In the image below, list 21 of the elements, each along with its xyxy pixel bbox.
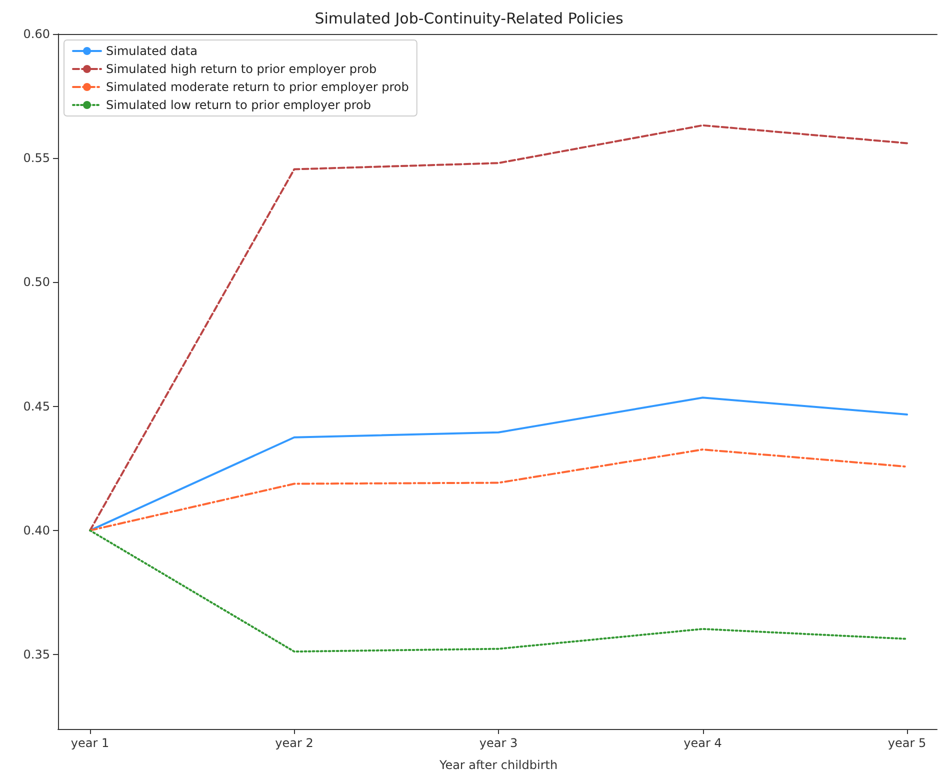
line-series	[89, 396, 908, 532]
legend-label: Simulated low return to prior employer prob	[106, 98, 371, 112]
chart-title: Simulated Job-Continuity-Related Policies	[314, 10, 624, 28]
y-tick-label: 0.45	[23, 399, 50, 414]
x-axis-title: Year after childbirth	[438, 758, 558, 772]
line-series	[89, 448, 908, 532]
x-tick-label: year 4	[684, 736, 722, 750]
legend-label: Simulated data	[106, 44, 198, 58]
x-tick-label: year 1	[70, 736, 110, 750]
x-tick-label: year 3	[479, 736, 518, 750]
line-series	[89, 529, 908, 653]
y-tick-label: 0.35	[23, 648, 50, 662]
y-tick-label: 0.50	[23, 275, 50, 290]
legend-label: Simulated moderate return to prior employer prob	[106, 80, 409, 94]
y-tick-label: 0.55	[23, 151, 50, 166]
x-tick-label: year 2	[275, 736, 314, 750]
line-series	[89, 124, 908, 532]
y-tick-label: 0.60	[23, 27, 50, 41]
legend-label: Simulated high return to prior employer prob	[106, 62, 377, 76]
y-tick-label: 0.40	[23, 523, 50, 538]
x-tick-label: year 5	[888, 736, 926, 750]
